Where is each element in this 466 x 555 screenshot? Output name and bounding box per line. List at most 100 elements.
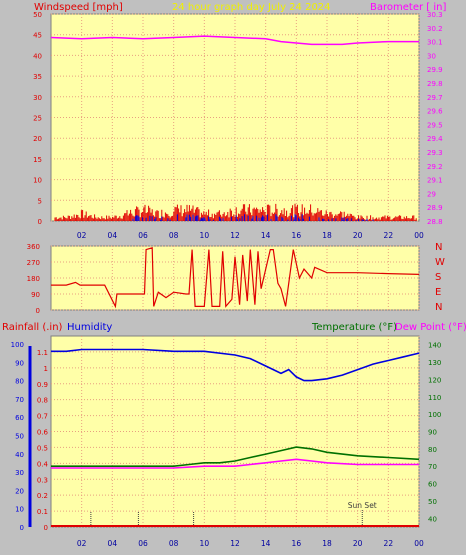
y2-tick-label: 29.5 (427, 121, 443, 129)
humidity-tick-label: 60 (15, 414, 24, 422)
y-tick-label: 30 (33, 94, 42, 102)
windspeed-series (54, 203, 417, 221)
rainfall-label: Rainfall (.in) (2, 322, 63, 333)
compass-label: S (435, 272, 441, 283)
temp-tick-label: 90 (428, 429, 437, 437)
y-tick-label: 0 (38, 218, 42, 226)
humidity-tick-label: 80 (15, 378, 24, 386)
y-tick-label: 0 (36, 307, 40, 315)
rain-tick-label: 0.9 (37, 381, 48, 389)
y-tick-label: 360 (27, 243, 40, 251)
y-tick-label: 20 (33, 135, 42, 143)
x-tick-label: 18 (322, 539, 332, 548)
y-tick-label: 15 (33, 156, 42, 164)
sunset-label: Sun Set (348, 501, 377, 510)
rain-tick-label: 0.7 (37, 413, 48, 421)
compass-label: N (435, 242, 442, 253)
temp-tick-label: 80 (428, 446, 437, 454)
y2-tick-label: 29.9 (427, 66, 443, 74)
x-tick-label: 16 (292, 231, 302, 240)
y2-tick-label: 29.2 (427, 163, 443, 171)
y-tick-label: 35 (33, 73, 42, 81)
dewpoint-series (51, 458, 419, 469)
rain-tick-label: 0.3 (37, 476, 48, 484)
y2-tick-label: 30.2 (427, 25, 443, 33)
y-tick-label: 25 (33, 115, 42, 123)
wind-gust-series (132, 214, 374, 221)
temp-tick-label: 40 (428, 515, 437, 523)
x-tick-label: 12 (230, 231, 240, 240)
y-tick-label: 90 (31, 291, 40, 299)
y-tick-label: 10 (33, 177, 42, 185)
rain-humidity-temperature-chart: 0 0.1 0.2 0.3 0.4 0.5 0.6 0.7 0.8 0.9 1 1.1 0 10 20 30 4… (11, 335, 441, 548)
x-tick-label: 06 (138, 231, 148, 240)
dewpoint-label: Dew Point (°F) (395, 322, 466, 333)
y2-tick-label: 29 (427, 190, 436, 198)
x-tick-label: 10 (200, 231, 210, 240)
rain-tick-label: 0.5 (37, 444, 48, 452)
y-tick-label: 45 (33, 32, 42, 40)
humidity-tick-label: 0 (20, 524, 24, 532)
wind-barometer-chart: 0 5 10 15 20 25 30 35 40 45 50 28.8 28.9 29 29.1 29.2 29… (33, 11, 443, 240)
x-tick-label: 00 (414, 231, 424, 240)
y2-tick-label: 30 (427, 52, 436, 60)
x-tick-label: 20 (353, 231, 363, 240)
x-tick-label: 10 (200, 539, 210, 548)
temp-tick-label: 100 (428, 411, 441, 419)
compass-label: W (435, 257, 445, 268)
rain-tick-label: 0.6 (37, 429, 49, 437)
x-tick-label: 20 (353, 539, 363, 548)
compass-label: E (435, 287, 441, 298)
humidity-series (51, 348, 420, 382)
temperature-series (51, 446, 420, 468)
windspeed-label: Windspeed [mph] (34, 2, 123, 13)
y2-tick-label: 29.3 (427, 149, 443, 157)
temp-tick-label: 60 (428, 481, 437, 489)
y-tick-label: 5 (38, 197, 42, 205)
humidity-tick-label: 90 (15, 359, 24, 367)
y2-tick-label: 29.8 (427, 80, 443, 88)
humidity-tick-label: 70 (15, 396, 24, 404)
x-tick-label: 02 (77, 539, 87, 548)
x-tick-label: 00 (414, 539, 424, 548)
y2-tick-label: 29.1 (427, 177, 443, 185)
barometer-series (50, 35, 419, 46)
temp-tick-label: 120 (428, 376, 441, 384)
humidity-tick-label: 20 (15, 487, 24, 495)
rain-tick-label: 0.1 (37, 508, 48, 516)
temp-tick-label: 50 (428, 498, 437, 506)
rain-tick-label: 0 (44, 524, 48, 532)
y2-tick-label: 30.3 (427, 11, 443, 19)
temp-tick-label: 130 (428, 359, 441, 367)
x-tick-label: 14 (261, 539, 271, 548)
rain-tick-label: 1.1 (37, 349, 48, 357)
x-tick-label: 04 (108, 231, 118, 240)
y-tick-label: 40 (33, 52, 42, 60)
temp-tick-label: 140 (428, 342, 441, 350)
graph-title: 24 hour graph day July 24 2024 (172, 2, 331, 13)
compass-label: N (435, 302, 442, 313)
rain-tick-label: 1 (44, 365, 48, 373)
y2-tick-label: 28.8 (427, 218, 443, 226)
x-tick-label: 22 (384, 539, 394, 548)
x-tick-label: 22 (384, 231, 394, 240)
x-tick-label: 14 (261, 231, 271, 240)
y2-tick-label: 29.6 (427, 108, 443, 116)
rain-tick-label: 0.4 (37, 460, 49, 468)
x-tick-label: 04 (108, 539, 118, 548)
humidity-label: Humidity (67, 322, 112, 333)
y2-tick-label: 29.7 (427, 94, 443, 102)
y2-tick-label: 30.1 (427, 39, 443, 47)
humidity-tick-label: 30 (15, 469, 24, 477)
humidity-tick-label: 10 (15, 506, 24, 514)
x-tick-label: 02 (77, 231, 87, 240)
y2-tick-label: 28.9 (427, 204, 443, 212)
humidity-tick-label: 100 (11, 341, 24, 349)
humidity-tick-label: 40 (15, 451, 24, 459)
y-tick-label: 180 (27, 275, 40, 283)
direction-series (51, 247, 420, 309)
x-tick-label: 08 (169, 231, 179, 240)
y-tick-label: 50 (33, 11, 42, 19)
